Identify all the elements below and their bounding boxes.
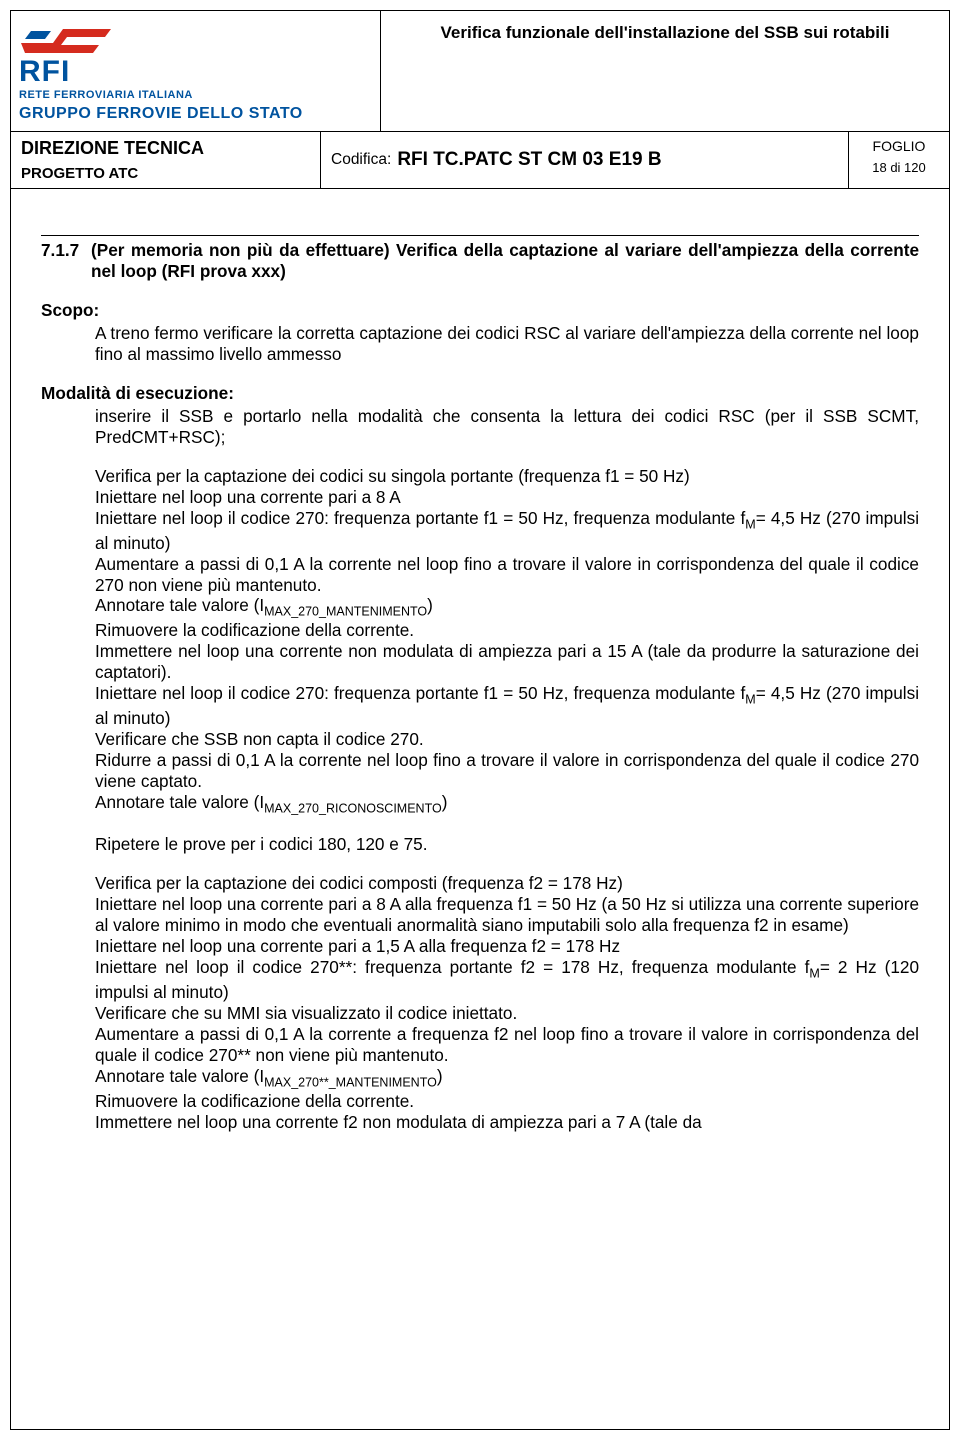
p4: Aumentare a passi di 0,1 A la corrente n… [95,554,919,596]
header-row: RFI RETE FERROVIARIA ITALIANA GRUPPO FER… [11,11,949,131]
p17: Verificare che su MMI sia visualizzato i… [95,1003,919,1024]
p16: Iniettare nel loop il codice 270**: freq… [95,957,919,1003]
p15: Iniettare nel loop una corrente pari a 1… [95,936,919,957]
p6: Rimuovere la codificazione della corrent… [95,620,919,641]
rfi-subtitle: RETE FERROVIARIA ITALIANA [19,89,372,101]
p1: Verifica per la captazione dei codici su… [95,466,919,487]
p19: Annotare tale valore (IMAX_270**_MANTENI… [95,1066,919,1091]
content-area: 7.1.7 (Per memoria non più da effettuare… [11,189,949,1153]
p21: Immettere nel loop una corrente f2 non m… [95,1112,919,1133]
p5: Annotare tale valore (IMAX_270_MANTENIME… [95,595,919,620]
scopo-label: Scopo: [41,300,919,321]
fs-logo-icon [19,17,372,57]
p3: Iniettare nel loop il codice 270: freque… [95,508,919,554]
logo-cell: RFI RETE FERROVIARIA ITALIANA GRUPPO FER… [11,11,381,131]
codifica-value: RFI TC.PATC ST CM 03 E19 B [397,149,661,171]
subheader-row: DIREZIONE TECNICA PROGETTO ATC Codifica:… [11,131,949,189]
section-heading: 7.1.7 (Per memoria non più da effettuare… [41,240,919,282]
progetto-label: PROGETTO ATC [21,165,310,182]
p11: Annotare tale valore (IMAX_270_RICONOSCI… [95,792,919,817]
document-title: Verifica funzionale dell'installazione d… [381,11,949,131]
foglio-label: FOGLIO [859,138,939,154]
modalita-intro: inserire il SSB e portarlo nella modalit… [95,406,919,448]
p8: Iniettare nel loop il codice 270: freque… [95,683,919,729]
p10: Ridurre a passi di 0,1 A la corrente nel… [95,750,919,792]
p9: Verificare che SSB non capta il codice 2… [95,729,919,750]
codifica-cell: Codifica: RFI TC.PATC ST CM 03 E19 B [321,132,849,188]
codifica-label: Codifica: [331,151,391,169]
foglio-value: 18 di 120 [859,160,939,175]
p18: Aumentare a passi di 0,1 A la corrente a… [95,1024,919,1066]
modalita-label: Modalità di esecuzione: [41,383,919,404]
p14: Iniettare nel loop una corrente pari a 8… [95,894,919,936]
p2: Iniettare nel loop una corrente pari a 8… [95,487,919,508]
section-rule [41,235,919,236]
p13: Verifica per la captazione dei codici co… [95,873,919,894]
rfi-text: RFI [19,55,70,89]
section-number: 7.1.7 [41,240,91,282]
p7: Immettere nel loop una corrente non modu… [95,641,919,683]
rfi-line: RFI [19,55,372,89]
document-page: RFI RETE FERROVIARIA ITALIANA GRUPPO FER… [10,10,950,1430]
section-title: (Per memoria non più da effettuare) Veri… [91,240,919,282]
body-block-1: Verifica per la captazione dei codici su… [95,466,919,817]
p12: Ripetere le prove per i codici 180, 120 … [95,834,919,855]
p20: Rimuovere la codificazione della corrent… [95,1091,919,1112]
gruppo-text: GRUPPO FERROVIE DELLO STATO [19,105,372,123]
direzione-cell: DIREZIONE TECNICA PROGETTO ATC [11,132,321,188]
body-block-2: Verifica per la captazione dei codici co… [95,873,919,1132]
scopo-text: A treno fermo verificare la corretta cap… [95,323,919,365]
foglio-cell: FOGLIO 18 di 120 [849,132,949,188]
logo-stack: RFI RETE FERROVIARIA ITALIANA GRUPPO FER… [19,17,372,123]
direzione-label: DIREZIONE TECNICA [21,138,310,159]
